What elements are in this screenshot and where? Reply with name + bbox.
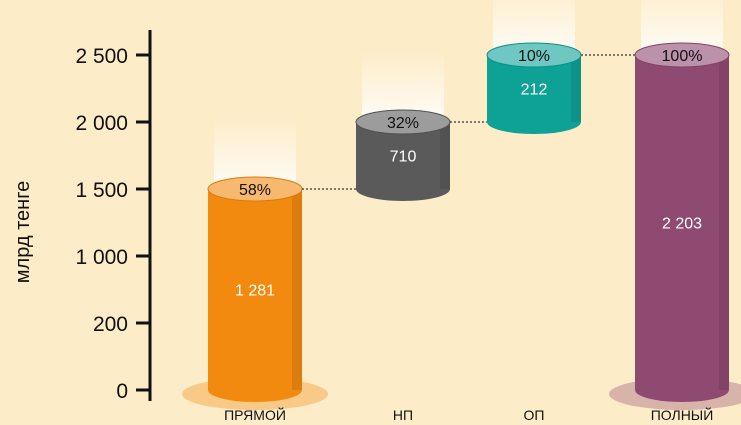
bar-shading: [440, 122, 450, 189]
bar-group: 10% 212: [486, 0, 582, 134]
category-labels: ПРЯМОЙ НП ОП ПОЛНЫЙ: [224, 406, 713, 423]
bar-group: 58% 1 281: [182, 117, 328, 410]
y-axis: 0 200 1 000 1 500 2 000 2 500: [75, 30, 152, 403]
y-axis-title: млрд тенге: [12, 181, 34, 283]
y-tick-label: 1 000: [75, 246, 128, 269]
bar: [487, 55, 581, 134]
bar: [635, 55, 729, 402]
value-label: 1 281: [235, 283, 275, 300]
y-tick-label: 2 500: [75, 45, 128, 68]
value-label: 710: [390, 149, 417, 166]
bars: 58% 1 281 32% 710 10% 212 100% 2 203: [182, 0, 741, 410]
bar: [208, 189, 302, 402]
y-tick-label: 200: [93, 313, 128, 336]
y-tick-label: 0: [116, 380, 128, 403]
category-label: ПРЯМОЙ: [224, 406, 286, 423]
value-label: 212: [521, 82, 548, 99]
bar-group: 100% 2 203: [609, 0, 741, 410]
category-label: НП: [393, 407, 413, 423]
bar-shading: [292, 189, 302, 390]
y-tick-label: 2 000: [75, 112, 128, 135]
percent-label: 10%: [518, 48, 550, 65]
percent-label: 100%: [662, 48, 703, 65]
category-label: ОП: [524, 407, 545, 423]
bar-shading: [719, 55, 729, 390]
bar-group: 32% 710: [355, 50, 451, 201]
bar: [356, 122, 450, 201]
bar-shading: [571, 55, 581, 122]
percent-label: 58%: [239, 182, 271, 199]
y-tick-label: 1 500: [75, 179, 128, 202]
value-label: 2 203: [662, 216, 702, 233]
percent-label: 32%: [387, 115, 419, 132]
category-label: ПОЛНЫЙ: [651, 406, 714, 423]
